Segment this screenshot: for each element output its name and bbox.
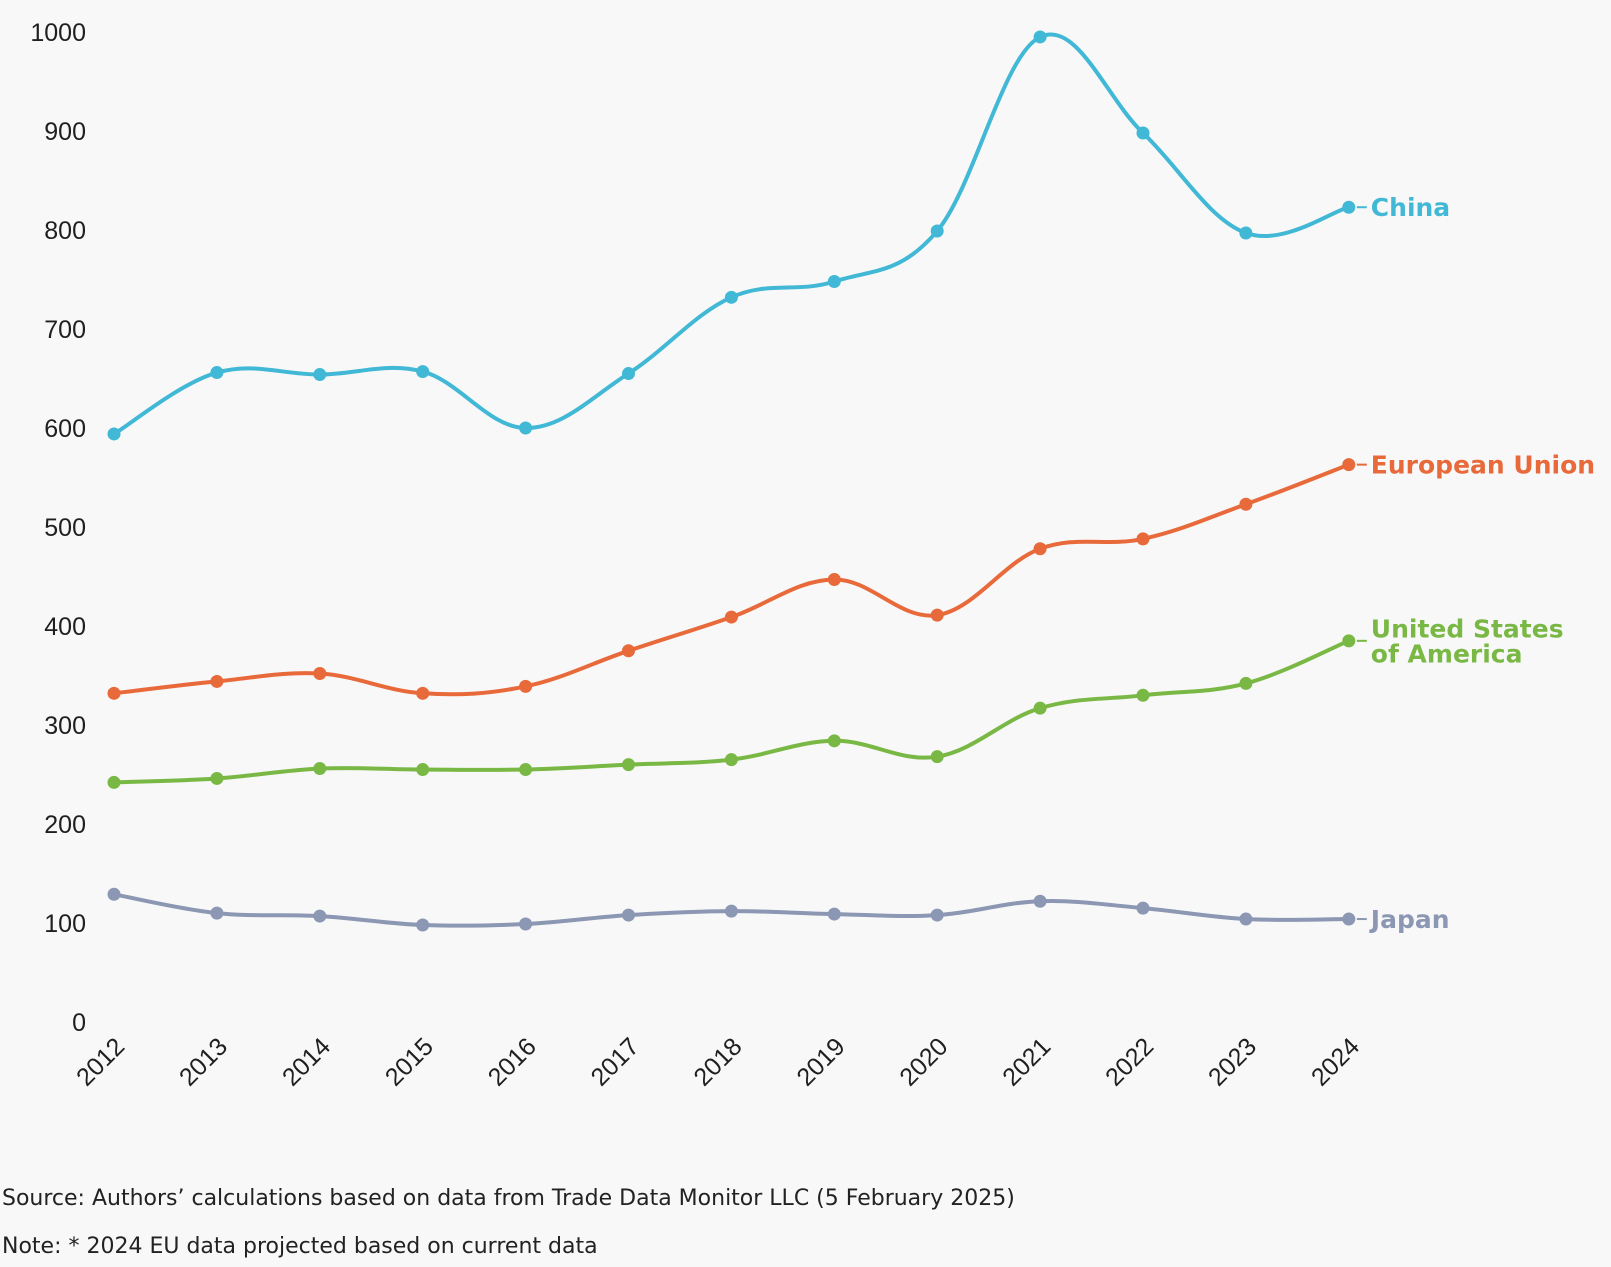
data-point-united-states-of-america-2021 bbox=[1033, 701, 1047, 715]
data-point-china-2018 bbox=[724, 290, 738, 304]
x-tick-label: 2013 bbox=[174, 1032, 233, 1091]
data-point-european-union-2014 bbox=[313, 667, 327, 681]
x-tick-label: 2021 bbox=[997, 1032, 1056, 1091]
y-axis: 0 100 200 300 400 500 600 700 800 900 1000 bbox=[30, 19, 86, 1037]
x-axis: 2012 2013 2014 2015 2016 2017 2018 2019 2020 2021… bbox=[71, 1032, 1365, 1091]
data-point-european-union-2016 bbox=[519, 679, 533, 693]
data-point-japan-2023 bbox=[1239, 912, 1253, 926]
data-point-china-2019 bbox=[827, 274, 841, 288]
data-point-european-union-2022 bbox=[1136, 532, 1150, 546]
y-tick-label: 0 bbox=[72, 1009, 86, 1037]
data-point-united-states-of-america-2012 bbox=[107, 775, 121, 789]
data-point-china-2017 bbox=[622, 367, 635, 381]
x-tick-label: 2019 bbox=[791, 1032, 850, 1091]
data-point-united-states-of-america-2013 bbox=[210, 771, 224, 785]
series-label-line: of America bbox=[1371, 639, 1523, 668]
data-point-european-union-2012 bbox=[107, 686, 121, 700]
data-point-european-union-2017 bbox=[622, 644, 635, 658]
data-point-japan-2024 bbox=[1342, 912, 1356, 926]
data-point-china-2014 bbox=[313, 368, 327, 382]
data-point-united-states-of-america-2015 bbox=[416, 763, 430, 777]
data-point-japan-2014 bbox=[313, 909, 327, 923]
data-point-japan-2015 bbox=[416, 918, 430, 932]
x-tick-label: 2022 bbox=[1100, 1032, 1159, 1091]
data-point-china-2021 bbox=[1033, 30, 1047, 44]
x-tick-label: 2020 bbox=[894, 1032, 953, 1091]
data-point-european-union-2018 bbox=[724, 610, 738, 624]
data-point-european-union-2013 bbox=[210, 674, 224, 688]
data-point-united-states-of-america-2014 bbox=[313, 762, 327, 776]
data-point-china-2013 bbox=[210, 366, 224, 380]
y-tick-label: 700 bbox=[44, 316, 86, 344]
data-point-japan-2018 bbox=[724, 904, 738, 918]
data-point-european-union-2019 bbox=[827, 572, 841, 586]
x-tick-label: 2012 bbox=[71, 1032, 130, 1091]
series-china: China bbox=[107, 30, 1450, 441]
data-point-united-states-of-america-2020 bbox=[930, 750, 944, 764]
data-point-japan-2012 bbox=[107, 887, 121, 901]
y-tick-label: 200 bbox=[44, 811, 86, 839]
y-tick-label: 600 bbox=[44, 415, 86, 443]
y-tick-label: 900 bbox=[44, 118, 86, 146]
x-tick-label: 2023 bbox=[1203, 1032, 1262, 1091]
series-label-united-states-of-america: United States of America bbox=[1371, 614, 1564, 668]
series-japan: Japan bbox=[107, 887, 1450, 934]
data-point-united-states-of-america-2022 bbox=[1136, 688, 1150, 702]
x-tick-label: 2017 bbox=[586, 1032, 645, 1091]
x-tick-label: 2024 bbox=[1306, 1032, 1365, 1091]
y-tick-label: 100 bbox=[44, 910, 86, 938]
data-point-china-2024 bbox=[1342, 200, 1356, 214]
y-tick-label: 400 bbox=[44, 613, 86, 641]
data-point-united-states-of-america-2024 bbox=[1342, 634, 1356, 648]
y-tick-label: 300 bbox=[44, 712, 86, 740]
data-point-european-union-2024 bbox=[1342, 458, 1356, 472]
x-tick-label: 2015 bbox=[380, 1032, 439, 1091]
data-point-china-2023 bbox=[1239, 226, 1253, 240]
data-point-china-2020 bbox=[930, 224, 944, 238]
x-tick-label: 2016 bbox=[483, 1032, 542, 1091]
data-point-china-2015 bbox=[416, 365, 430, 379]
series-line-china bbox=[112, 32, 1351, 436]
data-point-japan-2022 bbox=[1136, 901, 1150, 915]
x-tick-label: 2018 bbox=[689, 1032, 748, 1091]
data-point-european-union-2015 bbox=[416, 686, 430, 700]
series-label-line: China bbox=[1371, 193, 1450, 222]
data-point-european-union-2020 bbox=[930, 608, 944, 622]
data-point-united-states-of-america-2017 bbox=[622, 758, 635, 772]
data-point-japan-2016 bbox=[519, 917, 533, 931]
series-european-union: European Union bbox=[107, 451, 1595, 700]
series-label-european-union: European Union bbox=[1371, 451, 1595, 480]
series-layer: China European Union United States of Ameri… bbox=[107, 30, 1595, 934]
series-label-line: Japan bbox=[1369, 905, 1450, 934]
series-label-line: United States bbox=[1371, 614, 1564, 643]
source-note: Source: Authors’ calculations based on d… bbox=[2, 1186, 1015, 1211]
y-tick-label: 800 bbox=[44, 217, 86, 245]
series-label-japan: Japan bbox=[1369, 905, 1450, 934]
data-point-japan-2017 bbox=[622, 908, 635, 922]
series-united-states-of-america: United States of America bbox=[107, 614, 1564, 789]
data-point-china-2022 bbox=[1136, 126, 1150, 140]
projection-note: Note: * 2024 EU data projected based on … bbox=[2, 1234, 598, 1259]
data-point-japan-2021 bbox=[1033, 894, 1047, 908]
data-point-united-states-of-america-2018 bbox=[724, 753, 738, 767]
data-point-japan-2019 bbox=[827, 907, 841, 921]
series-line-european-union bbox=[112, 462, 1351, 697]
data-point-united-states-of-america-2016 bbox=[519, 763, 533, 777]
y-tick-label: 1000 bbox=[30, 19, 86, 47]
series-label-line: European Union bbox=[1371, 451, 1595, 480]
data-point-united-states-of-america-2019 bbox=[827, 734, 841, 748]
data-point-japan-2020 bbox=[930, 908, 944, 922]
data-point-china-2016 bbox=[519, 421, 533, 435]
data-point-china-2012 bbox=[107, 427, 121, 441]
x-tick-label: 2014 bbox=[277, 1032, 336, 1091]
data-point-european-union-2023 bbox=[1239, 497, 1253, 511]
series-label-china: China bbox=[1371, 193, 1450, 222]
y-tick-label: 500 bbox=[44, 514, 86, 542]
data-point-united-states-of-america-2023 bbox=[1239, 676, 1253, 690]
data-point-european-union-2021 bbox=[1033, 542, 1047, 556]
data-point-japan-2013 bbox=[210, 906, 224, 920]
